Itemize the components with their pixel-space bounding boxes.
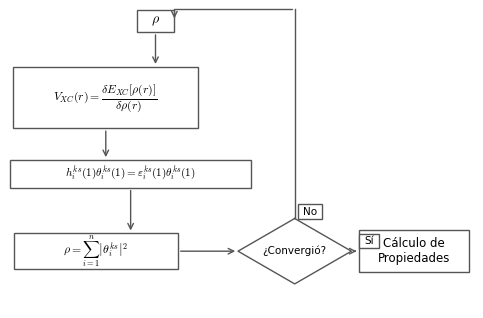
Text: $V_{XC}(r)=\dfrac{\delta E_{XC}[\rho(r)]}{\delta\rho(r)}$: $V_{XC}(r)=\dfrac{\delta E_{XC}[\rho(r)]…: [54, 81, 158, 114]
FancyBboxPatch shape: [359, 230, 469, 272]
Text: ¿Convergió?: ¿Convergió?: [263, 246, 327, 256]
Text: $\rho=\sum_{i=1}^{n}\left|\theta_i^{ks}\right|^2$: $\rho=\sum_{i=1}^{n}\left|\theta_i^{ks}\…: [63, 233, 128, 269]
FancyBboxPatch shape: [359, 234, 379, 248]
FancyBboxPatch shape: [14, 233, 178, 269]
Text: No: No: [302, 206, 317, 217]
FancyBboxPatch shape: [10, 160, 252, 188]
Text: Sí: Sí: [365, 236, 374, 246]
Text: $h_i^{ks}(1)\theta_i^{ks}(1)=\varepsilon_i^{ks}(1)\theta_i^{ks}(1)$: $h_i^{ks}(1)\theta_i^{ks}(1)=\varepsilon…: [65, 165, 196, 183]
Polygon shape: [238, 218, 351, 284]
FancyBboxPatch shape: [137, 10, 174, 32]
Text: $\rho$: $\rho$: [151, 14, 160, 28]
Text: Cálculo de
Propiedades: Cálculo de Propiedades: [378, 237, 450, 265]
FancyBboxPatch shape: [298, 204, 322, 219]
FancyBboxPatch shape: [14, 67, 198, 128]
